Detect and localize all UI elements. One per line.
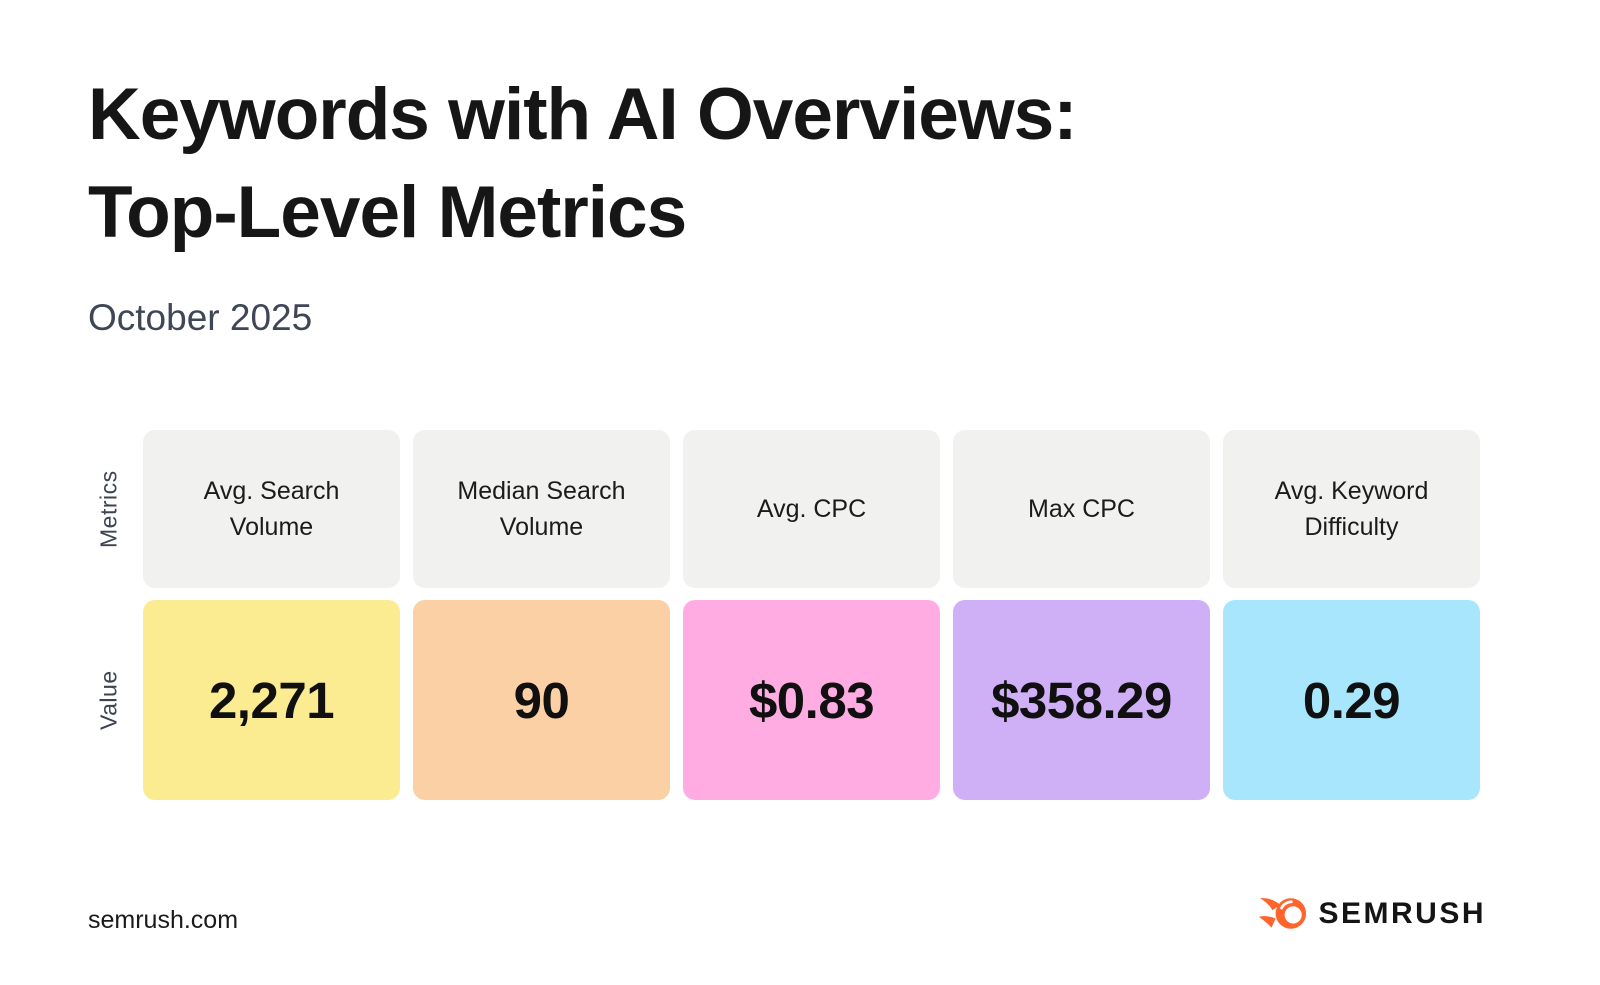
title-line-2: Top-Level Metrics (88, 172, 687, 253)
metric-header: Median Search Volume (413, 430, 670, 588)
source-url: semrush.com (88, 906, 239, 934)
metric-value: 0.29 (1223, 600, 1480, 800)
semrush-wordmark: SEMRUSH (1318, 896, 1486, 930)
metric-header: Avg. CPC (683, 430, 940, 588)
title-line-1: Keywords with AI Overviews: (88, 74, 1078, 155)
semrush-logo: SEMRUSH (1259, 896, 1486, 931)
metric-value: 90 (413, 600, 670, 800)
metric-value: $358.29 (953, 600, 1210, 800)
row-label-metrics: Metrics (95, 470, 122, 548)
row-label-value: Value (95, 670, 122, 730)
subtitle-date: October 2025 (88, 297, 313, 338)
metric-value: $0.83 (683, 600, 940, 800)
metric-header: Avg. Search Volume (143, 430, 400, 588)
metric-header: Max CPC (953, 430, 1210, 588)
metrics-table: Metrics Avg. Search Volume Median Search… (88, 430, 1480, 800)
page-title: Keywords with AI Overviews: Top-Level Met… (88, 66, 1078, 262)
semrush-flame-icon (1259, 896, 1307, 931)
metric-value: 2,271 (143, 600, 400, 800)
metric-header: Avg. Keyword Difficulty (1223, 430, 1480, 588)
